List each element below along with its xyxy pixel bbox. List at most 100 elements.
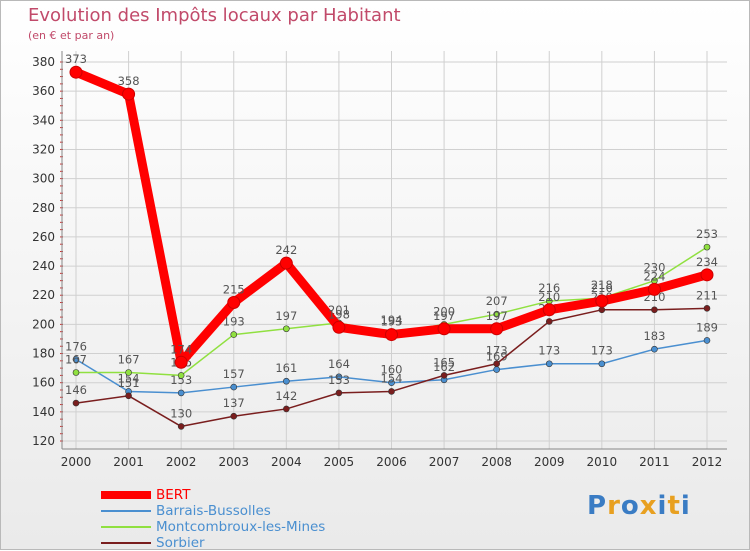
data-point	[598, 306, 606, 314]
data-label: 153	[170, 373, 192, 387]
data-label: 358	[118, 74, 140, 88]
y-tick-label: 200	[32, 317, 55, 331]
data-point	[493, 366, 500, 373]
y-tick-label: 300	[32, 172, 55, 186]
data-label: 165	[433, 355, 455, 369]
data-label: 224	[643, 269, 665, 283]
data-point	[595, 294, 609, 308]
data-label: 210	[538, 290, 560, 304]
x-tick-label: 2005	[324, 455, 355, 469]
proxiti-logo: Proxiti	[587, 491, 691, 521]
logo-letter: i	[680, 491, 691, 521]
data-label: 167	[65, 352, 87, 366]
logo-letter: x	[639, 491, 658, 521]
y-tick-label: 240	[32, 259, 55, 273]
data-point	[177, 372, 185, 379]
data-label: 218	[591, 278, 613, 292]
data-point	[598, 360, 606, 368]
data-point	[388, 388, 395, 395]
data-label: 234	[696, 255, 718, 269]
data-label: 146	[65, 383, 87, 397]
chart-subtitle: (en € et par an)	[28, 29, 115, 42]
data-point	[279, 256, 293, 270]
y-tick-label: 380	[32, 55, 55, 69]
data-label: 211	[696, 288, 718, 302]
y-tick-label: 180	[32, 347, 55, 361]
logo-letter: r	[607, 491, 621, 521]
x-tick-label: 2006	[376, 455, 407, 469]
data-point	[283, 325, 290, 333]
data-label: 373	[65, 52, 87, 66]
data-point	[651, 306, 658, 314]
data-point	[700, 268, 714, 282]
data-label: 161	[275, 361, 297, 375]
data-label: 173	[486, 344, 508, 358]
data-label: 197	[486, 309, 508, 323]
data-label: 197	[275, 309, 297, 323]
data-label: 164	[328, 357, 350, 371]
y-tick-label: 320	[32, 142, 55, 156]
data-point	[493, 310, 500, 318]
legend-swatch-barrais-bussolles	[101, 510, 151, 512]
data-label: 153	[328, 373, 350, 387]
x-tick-label: 2008	[481, 455, 512, 469]
data-label: 174	[170, 342, 192, 356]
data-label: 154	[118, 371, 140, 385]
data-label: 130	[170, 406, 192, 420]
data-point	[490, 322, 504, 336]
x-tick-label: 2003	[218, 455, 249, 469]
data-point	[703, 337, 711, 344]
data-label: 154	[381, 371, 403, 385]
data-point	[440, 372, 448, 379]
x-tick-label: 2007	[429, 455, 460, 469]
data-label: 142	[275, 389, 297, 403]
data-label: 176	[65, 339, 87, 353]
data-label: 137	[223, 396, 245, 410]
x-tick-label: 2000	[61, 455, 92, 469]
legend-label-sorbier: Sorbier	[156, 535, 205, 551]
legend-swatch-bert	[101, 491, 151, 499]
y-tick-label: 140	[32, 405, 55, 419]
data-point	[72, 369, 80, 376]
data-point	[125, 392, 132, 400]
data-label: 162	[433, 360, 455, 374]
y-tick-label: 220	[32, 288, 55, 302]
data-label: 198	[328, 307, 350, 321]
data-point	[651, 345, 658, 353]
legend-label-montcombroux-les-mines: Montcombroux-les-Mines	[156, 519, 326, 535]
legend-label-bert: BERT	[156, 487, 191, 503]
logo-letter: t	[667, 491, 681, 521]
data-label: 151	[118, 376, 140, 390]
x-tick-label: 2009	[534, 455, 565, 469]
data-label: 157	[223, 367, 245, 381]
legend-swatch-sorbier	[101, 542, 151, 544]
data-point	[177, 423, 185, 430]
data-label: 183	[643, 329, 665, 343]
data-point	[230, 383, 238, 391]
data-label: 215	[223, 283, 245, 297]
data-label: 253	[696, 227, 718, 241]
data-label: 201	[328, 303, 350, 317]
data-label: 167	[118, 352, 140, 366]
chart-title: Evolution des Impôts locaux par Habitant	[28, 5, 401, 26]
logo-letter: o	[620, 491, 640, 521]
data-label: 242	[275, 243, 297, 257]
data-point	[72, 356, 80, 363]
data-label: 173	[538, 344, 560, 358]
data-point	[388, 379, 395, 386]
data-label: 193	[381, 315, 403, 329]
logo-letter: P	[587, 491, 608, 521]
data-point	[227, 296, 241, 310]
y-tick-label: 280	[32, 201, 55, 215]
data-point	[703, 305, 711, 312]
data-point	[545, 318, 553, 325]
y-tick-label: 360	[32, 84, 55, 98]
data-point	[703, 243, 711, 251]
data-point	[335, 389, 343, 397]
data-point	[385, 328, 398, 342]
data-label: 160	[381, 363, 403, 377]
data-label: 216	[538, 281, 560, 295]
data-point	[122, 87, 136, 101]
